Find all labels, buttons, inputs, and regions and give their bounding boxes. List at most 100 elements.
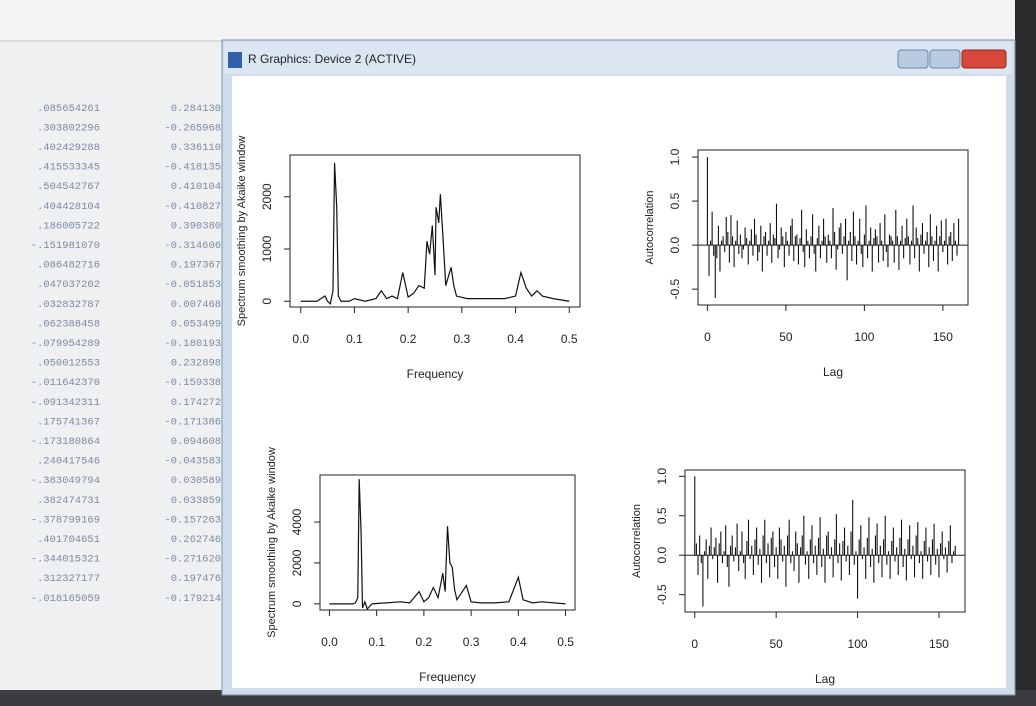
console-panel xyxy=(0,42,250,690)
y-tick-label: 0.5 xyxy=(655,507,669,524)
console-value: -.383049794 xyxy=(31,475,100,487)
spectrum-line xyxy=(300,162,570,306)
console-value: -0.410827102 xyxy=(164,201,240,213)
x-tick-label: 100 xyxy=(848,637,868,651)
plots: 0.0 0.1 0.2 0.3 0.4 0.5010002000FrequencySpec… xyxy=(236,136,969,686)
y-tick-label: 0.0 xyxy=(655,547,669,564)
plot-box xyxy=(684,469,966,613)
console-value: -0.314606177 xyxy=(164,240,240,252)
console-value: -.079954289 xyxy=(31,338,100,350)
console-value: -0.179214064 xyxy=(164,593,240,605)
y-tick-label: 1000 xyxy=(260,235,274,262)
x-tick-label: 0.0 xyxy=(321,635,338,649)
console-value: -.151981070 xyxy=(31,240,100,252)
plot-box xyxy=(289,154,581,308)
title-bar xyxy=(224,42,1013,74)
x-axis-label: Frequency xyxy=(419,670,476,684)
x-tick-label: 0 xyxy=(691,637,698,651)
x-tick-label: 0.0 xyxy=(292,332,309,346)
y-axis-label: Spectrum smoothing by Akaike window xyxy=(266,447,278,638)
x-tick-label: 0.1 xyxy=(346,332,363,346)
x-tick-label: 0.2 xyxy=(400,332,417,346)
console-value: .085654261 xyxy=(37,103,100,115)
x-axis-label: Frequency xyxy=(407,367,464,381)
plot-box xyxy=(319,474,576,611)
y-axis-label: Spectrum smoothing by Akaike window xyxy=(236,136,248,327)
console: .085654261 0.284130627.303802296 -0.265968… xyxy=(0,42,250,690)
x-tick-label: 50 xyxy=(769,637,783,651)
close-button[interactable] xyxy=(961,49,1007,69)
console-value: -0.051853923 xyxy=(164,279,240,291)
console-value: .382474731 xyxy=(37,495,100,507)
console-value: -0.159338477 xyxy=(164,377,240,389)
y-axis-label: Autocorrelation xyxy=(644,191,656,265)
console-value: -0.180193044 xyxy=(164,338,240,350)
x-axis-label: Lag xyxy=(815,672,835,686)
console-value: -.018165059 xyxy=(31,593,100,605)
y-axis-label: Autocorrelation xyxy=(631,504,643,578)
console-value: .401704651 xyxy=(37,534,100,546)
plot-area xyxy=(232,76,1006,688)
minimize-button[interactable] xyxy=(897,49,929,69)
x-tick-label: 0.3 xyxy=(463,635,480,649)
y-tick-label: 2000 xyxy=(290,549,304,576)
console-value: .240417546 xyxy=(37,456,100,468)
console-value: .504542767 xyxy=(37,181,100,193)
x-tick-label: 0.2 xyxy=(416,635,433,649)
console-value: -0.043583781 xyxy=(164,456,240,468)
x-tick-label: 0.4 xyxy=(510,635,527,649)
y-tick-label: 0.0 xyxy=(668,236,682,253)
console-value: .175741367 xyxy=(37,416,100,428)
y-tick-label: 2000 xyxy=(260,183,274,210)
console-value: -.091342311 xyxy=(31,397,100,409)
console-value: -.378799169 xyxy=(31,514,100,526)
y-tick-label: 0.5 xyxy=(668,192,682,209)
console-value: -.011642370 xyxy=(31,377,100,389)
console-value: .050012553 xyxy=(37,358,100,370)
x-tick-label: 0 xyxy=(704,330,711,344)
y-tick-label: 4000 xyxy=(290,508,304,535)
r-window: R Graphics: Device 2 (ACTIVE) xyxy=(221,39,1016,696)
plot-box xyxy=(697,149,969,306)
y-tick-label: 0 xyxy=(260,298,274,305)
window-title: R Graphics: Device 2 (ACTIVE) xyxy=(248,52,416,66)
console-value: .312327177 xyxy=(37,573,100,585)
y-tick-label: 1.0 xyxy=(668,148,682,165)
bezel-right xyxy=(1015,0,1036,706)
y-tick-label: -0.5 xyxy=(655,584,669,605)
x-tick-label: 0.3 xyxy=(454,332,471,346)
x-tick-label: 0.5 xyxy=(561,332,578,346)
y-tick-label: 0 xyxy=(290,600,304,607)
console-value: -0.271620564 xyxy=(164,554,240,566)
console-value: -0.265968429 xyxy=(164,122,240,134)
x-tick-label: 50 xyxy=(779,330,793,344)
console-value: -0.171386239 xyxy=(164,416,240,428)
x-tick-label: 0.4 xyxy=(507,332,524,346)
x-tick-label: 0.5 xyxy=(557,635,574,649)
y-tick-label: 1.0 xyxy=(655,468,669,485)
x-tick-label: 150 xyxy=(929,637,949,651)
x-tick-label: 0.1 xyxy=(368,635,385,649)
maximize-button[interactable] xyxy=(929,49,961,69)
console-value: .402429288 xyxy=(37,142,100,154)
y-tick-label: -0.5 xyxy=(668,278,682,299)
console-value: .404428104 xyxy=(37,201,100,213)
console-value: -0.157263556 xyxy=(164,514,240,526)
console-value: -.344015321 xyxy=(31,554,100,566)
console-value: -.173180864 xyxy=(31,436,100,448)
console-value: -0.418135686 xyxy=(164,162,240,174)
console-value: .032832787 xyxy=(37,299,100,311)
console-value: .303802296 xyxy=(37,122,100,134)
wall xyxy=(0,0,1036,40)
x-tick-label: 150 xyxy=(933,330,953,344)
console-value: .415533345 xyxy=(37,162,100,174)
console-value: .186005722 xyxy=(37,220,100,232)
console-value: .047037202 xyxy=(37,279,100,291)
console-value: .086482716 xyxy=(37,260,100,272)
x-tick-label: 100 xyxy=(854,330,874,344)
spectrum-line xyxy=(329,479,566,611)
x-axis-label: Lag xyxy=(823,365,843,379)
console-value: .062388458 xyxy=(37,318,100,330)
